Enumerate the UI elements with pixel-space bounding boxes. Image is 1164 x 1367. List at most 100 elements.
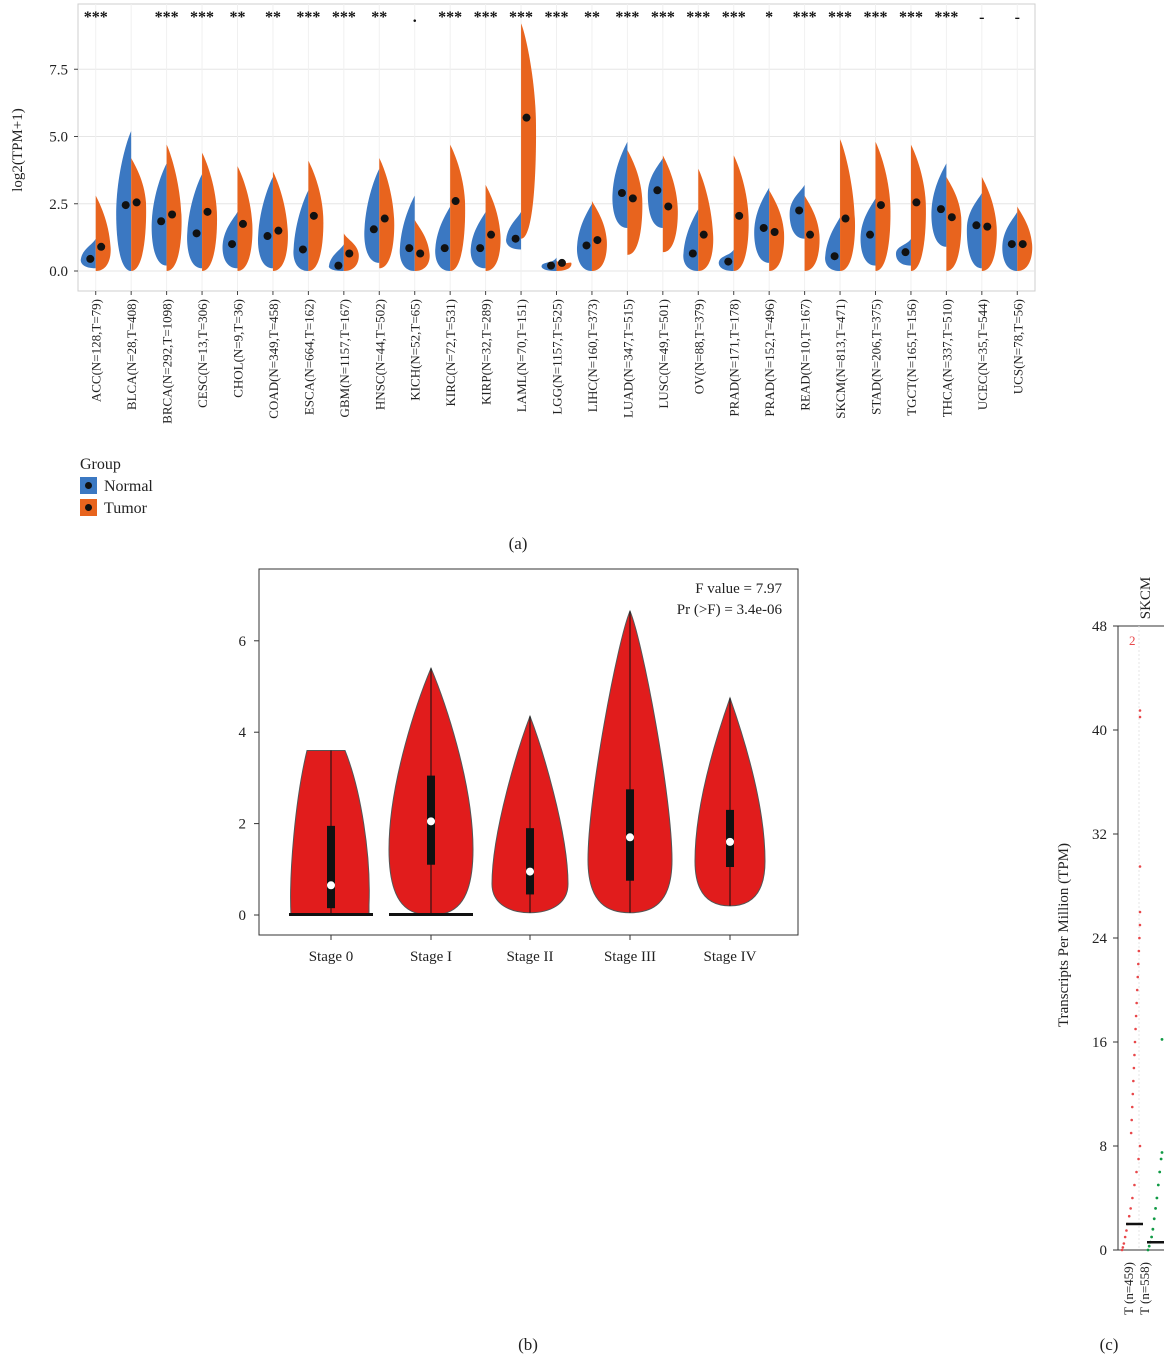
median-point-normal xyxy=(866,230,875,239)
tumor-point xyxy=(1134,1027,1137,1031)
median-point-tumor xyxy=(203,207,212,216)
x-tick-label: ACC(N=128,T=79) xyxy=(89,299,104,402)
median-point-tumor xyxy=(841,214,850,223)
tumor-point xyxy=(1138,715,1142,719)
median-point-normal xyxy=(334,261,343,270)
violin-normal xyxy=(151,163,167,266)
median-point-tumor xyxy=(309,211,318,220)
median-point-tumor xyxy=(168,210,177,219)
legend-normal-dot xyxy=(85,482,92,489)
median-point-normal xyxy=(369,225,378,234)
y-tick-label: 6 xyxy=(239,634,247,650)
tumor-point xyxy=(1133,1053,1136,1057)
median-point-tumor xyxy=(451,197,460,206)
median-point-normal xyxy=(263,232,272,241)
significance-label: ** xyxy=(265,9,281,26)
violin-normal xyxy=(612,141,628,228)
median-point xyxy=(327,881,335,890)
median-point-normal xyxy=(511,234,520,243)
normal-point xyxy=(1156,1183,1160,1187)
median-point-tumor xyxy=(487,230,496,239)
x-tick-label: KICH(N=52,T=65) xyxy=(408,299,423,401)
x-tick-label: BRCA(N=292,T=1098) xyxy=(160,299,175,424)
median-point-tumor xyxy=(912,198,921,207)
x-tick-label: ESCA(N=664,T=162) xyxy=(301,299,316,415)
tumor-point xyxy=(1130,1118,1133,1122)
tumor-point xyxy=(1138,709,1142,712)
legend-tumor-dot xyxy=(85,504,92,511)
violin-tumor xyxy=(946,176,962,271)
x-tick-label: HNSC(N=44,T=502) xyxy=(372,299,387,410)
x-tick-label: PRAD(N=171,T=178) xyxy=(727,299,742,417)
median-point-normal xyxy=(86,254,95,263)
y-tick-label: 48 xyxy=(1092,619,1107,635)
median-point-tumor xyxy=(947,213,956,222)
median-point-normal xyxy=(192,229,201,238)
panel-a-significance-labels: *** *** *** ** ** *** *** **. *** *** *** *** ** *** *… xyxy=(84,9,1020,26)
median-point-tumor xyxy=(345,249,354,258)
x-tick-label: KIRP(N=32,T=289) xyxy=(479,299,494,405)
normal-point xyxy=(1160,1038,1164,1041)
x-tick-label: OV(N=88,T=379) xyxy=(691,299,706,394)
significance-label: *** xyxy=(155,9,179,26)
panel-c-plot-area xyxy=(1117,625,1164,1251)
median-point-normal xyxy=(759,223,768,232)
panel-b-label: (b) xyxy=(518,1335,538,1354)
y-tick-label: 4 xyxy=(239,725,247,741)
x-tick-label: Stage IV xyxy=(704,949,757,965)
median-point-tumor xyxy=(876,201,885,210)
tumor-point xyxy=(1122,1242,1126,1245)
x-tick-label: UCS(N=78,T=56) xyxy=(1010,299,1025,394)
significance-label: ** xyxy=(371,9,387,26)
panel-c-y-axis-label: Transcripts Per Million (TPM) xyxy=(1056,843,1072,1027)
significance-label: *** xyxy=(651,9,675,26)
significance-label: *** xyxy=(828,9,852,26)
significance-label: ** xyxy=(584,9,600,26)
violin-tumor xyxy=(627,149,643,255)
median-point xyxy=(427,817,435,826)
tumor-point xyxy=(1120,1248,1124,1252)
tumor-point xyxy=(1123,1235,1127,1239)
y-tick-label: 8 xyxy=(1100,1139,1108,1155)
normal-point xyxy=(1146,1248,1150,1252)
x-tick-label: BLCA(N=28,T=408) xyxy=(124,299,139,410)
x-tick-label: GBM(N=1157,T=167) xyxy=(337,299,352,418)
y-tick-label: 0 xyxy=(239,908,247,924)
legend-title: Group xyxy=(80,456,121,473)
tumor-point xyxy=(1135,988,1139,992)
median-point-tumor xyxy=(1018,240,1027,249)
x-tick-label: READ(N=10,T=167) xyxy=(798,299,813,411)
median-point-normal xyxy=(901,248,910,257)
median-point-normal xyxy=(476,244,485,253)
tumor-point xyxy=(1129,1131,1133,1135)
x-tick-label: CHOL(N=9,T=36) xyxy=(231,299,246,398)
significance-label: * xyxy=(765,9,773,26)
tumor-point xyxy=(1130,1105,1134,1109)
median-point-tumor xyxy=(699,230,708,239)
tumor-point xyxy=(1132,1079,1135,1083)
x-tick-label: UCEC(N=35,T=544) xyxy=(975,299,990,410)
violin-tumor xyxy=(521,23,537,239)
median-point-tumor xyxy=(735,211,744,220)
violin-box xyxy=(526,828,534,895)
panel-a-violins xyxy=(80,23,1033,271)
median-point-normal xyxy=(582,241,591,250)
tumor-point xyxy=(1135,1170,1138,1174)
median-point-tumor xyxy=(770,227,779,236)
x-tick-label: STAD(N=206,T=375) xyxy=(869,299,884,415)
tumor-point xyxy=(1138,865,1142,868)
median-point-tumor xyxy=(983,222,992,231)
legend-normal-label: Normal xyxy=(104,478,153,495)
median-point-tumor xyxy=(238,219,247,228)
violin-tumor xyxy=(840,139,856,271)
significance-label: *** xyxy=(899,9,923,26)
violin-normal xyxy=(470,211,486,269)
tumor-point xyxy=(1131,1092,1135,1096)
x-tick-label: Stage III xyxy=(604,949,656,965)
median-point-normal xyxy=(653,186,662,195)
panel-b-y-ticks: 0 2 4 6 xyxy=(239,634,259,924)
tumor-point xyxy=(1133,1040,1137,1044)
normal-point xyxy=(1151,1227,1155,1231)
